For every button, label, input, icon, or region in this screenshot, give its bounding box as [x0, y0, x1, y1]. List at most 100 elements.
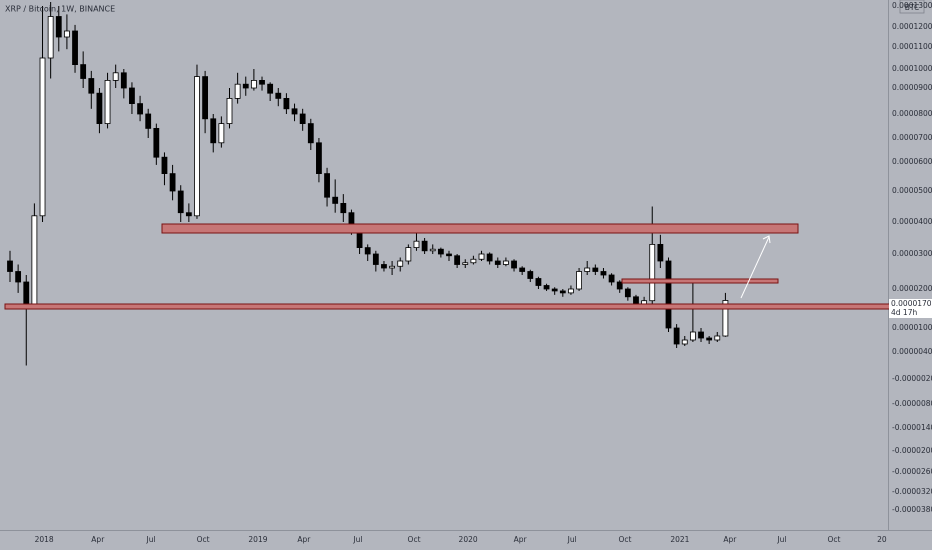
candle-body — [446, 253, 452, 257]
candle-body — [503, 260, 509, 265]
candle-body — [722, 300, 729, 337]
candle-body — [185, 212, 192, 217]
y-tick-label: -0.00000800 — [892, 399, 932, 408]
candle-body — [161, 156, 168, 174]
candle-body — [600, 271, 607, 276]
last-price: 0.00001706 — [891, 299, 932, 308]
candle-body — [657, 243, 664, 262]
candle-body — [576, 271, 582, 290]
candle-body — [381, 264, 387, 269]
candle-body — [429, 248, 436, 252]
y-tick-label: -0.00000200 — [892, 374, 932, 383]
candle-body — [202, 76, 209, 120]
support-zone — [4, 303, 932, 310]
candle-body — [649, 243, 656, 302]
candle-body — [177, 190, 184, 214]
y-tick-label: -0.00003800 — [892, 505, 932, 514]
arrow-head — [762, 235, 771, 244]
y-tick-label: -0.00001400 — [892, 423, 932, 432]
currency-badge — [899, 0, 925, 14]
candle-body — [714, 335, 721, 341]
candle-body — [120, 72, 127, 89]
candle-body — [15, 271, 22, 283]
candle-body — [104, 80, 111, 125]
candle-body — [568, 288, 574, 294]
candle-body — [633, 296, 639, 305]
candle-body — [494, 260, 501, 265]
candle-body — [64, 30, 70, 38]
candle-body — [559, 290, 566, 294]
x-tick-label: Apr — [297, 535, 311, 544]
x-tick-label: 2020 — [459, 535, 478, 544]
y-tick-label: -0.00003200 — [892, 487, 932, 496]
candle-body — [307, 123, 314, 144]
candle-body — [389, 265, 395, 269]
x-tick-label: Apr — [91, 535, 105, 544]
candle-body — [316, 142, 322, 175]
candle-body — [137, 103, 143, 115]
y-tick-label: 0.00000400 — [892, 347, 932, 356]
candle-body — [470, 258, 477, 264]
candle-body — [519, 267, 526, 272]
candle-body — [55, 16, 62, 38]
candle-body — [486, 253, 493, 262]
candle-body — [608, 274, 615, 283]
candle-body — [706, 337, 713, 341]
candle-body — [584, 267, 591, 272]
candle-body — [478, 253, 485, 260]
price-label-box — [889, 299, 932, 318]
candle-body — [250, 80, 257, 89]
candle-body — [681, 339, 688, 345]
candle-body — [153, 127, 160, 158]
candle-body — [592, 267, 599, 272]
candle-body — [616, 281, 623, 290]
x-tick-label: Apr — [723, 535, 737, 544]
candle-body — [437, 248, 444, 255]
candle-body — [39, 57, 46, 217]
x-tick-label: Apr — [514, 535, 528, 544]
x-tick-label: Jul — [567, 535, 577, 544]
candle-body — [462, 262, 469, 265]
candle-body — [698, 331, 704, 339]
resistance-zone — [621, 278, 779, 284]
candle-body — [372, 253, 379, 265]
candle-body — [340, 202, 347, 214]
x-tick-label: 2019 — [248, 535, 267, 544]
resistance-zone — [161, 223, 799, 234]
candle-body — [275, 92, 282, 99]
candle-body — [226, 98, 233, 125]
candle-body — [299, 113, 306, 124]
candle-body — [454, 255, 461, 265]
candle-body — [324, 173, 330, 198]
projection-arrow — [740, 236, 770, 299]
candle-body — [397, 260, 404, 267]
candle-body — [421, 240, 428, 252]
candle-body — [112, 72, 119, 81]
candle-body — [267, 83, 274, 94]
candle-body — [673, 327, 680, 345]
candle-body — [689, 331, 696, 341]
candle-body — [405, 247, 412, 262]
candle-body — [7, 260, 13, 272]
candle-body — [96, 92, 103, 124]
candle-body — [210, 118, 217, 144]
candle-body — [413, 240, 420, 248]
x-tick-label: Oct — [827, 535, 840, 544]
candle-body — [332, 196, 339, 204]
x-tick-label: Jul — [352, 535, 362, 544]
y-tick-label: -0.00002600 — [892, 467, 932, 476]
candle-body — [234, 83, 241, 99]
candle-body — [551, 288, 558, 292]
x-tick-label: Jul — [776, 535, 786, 544]
